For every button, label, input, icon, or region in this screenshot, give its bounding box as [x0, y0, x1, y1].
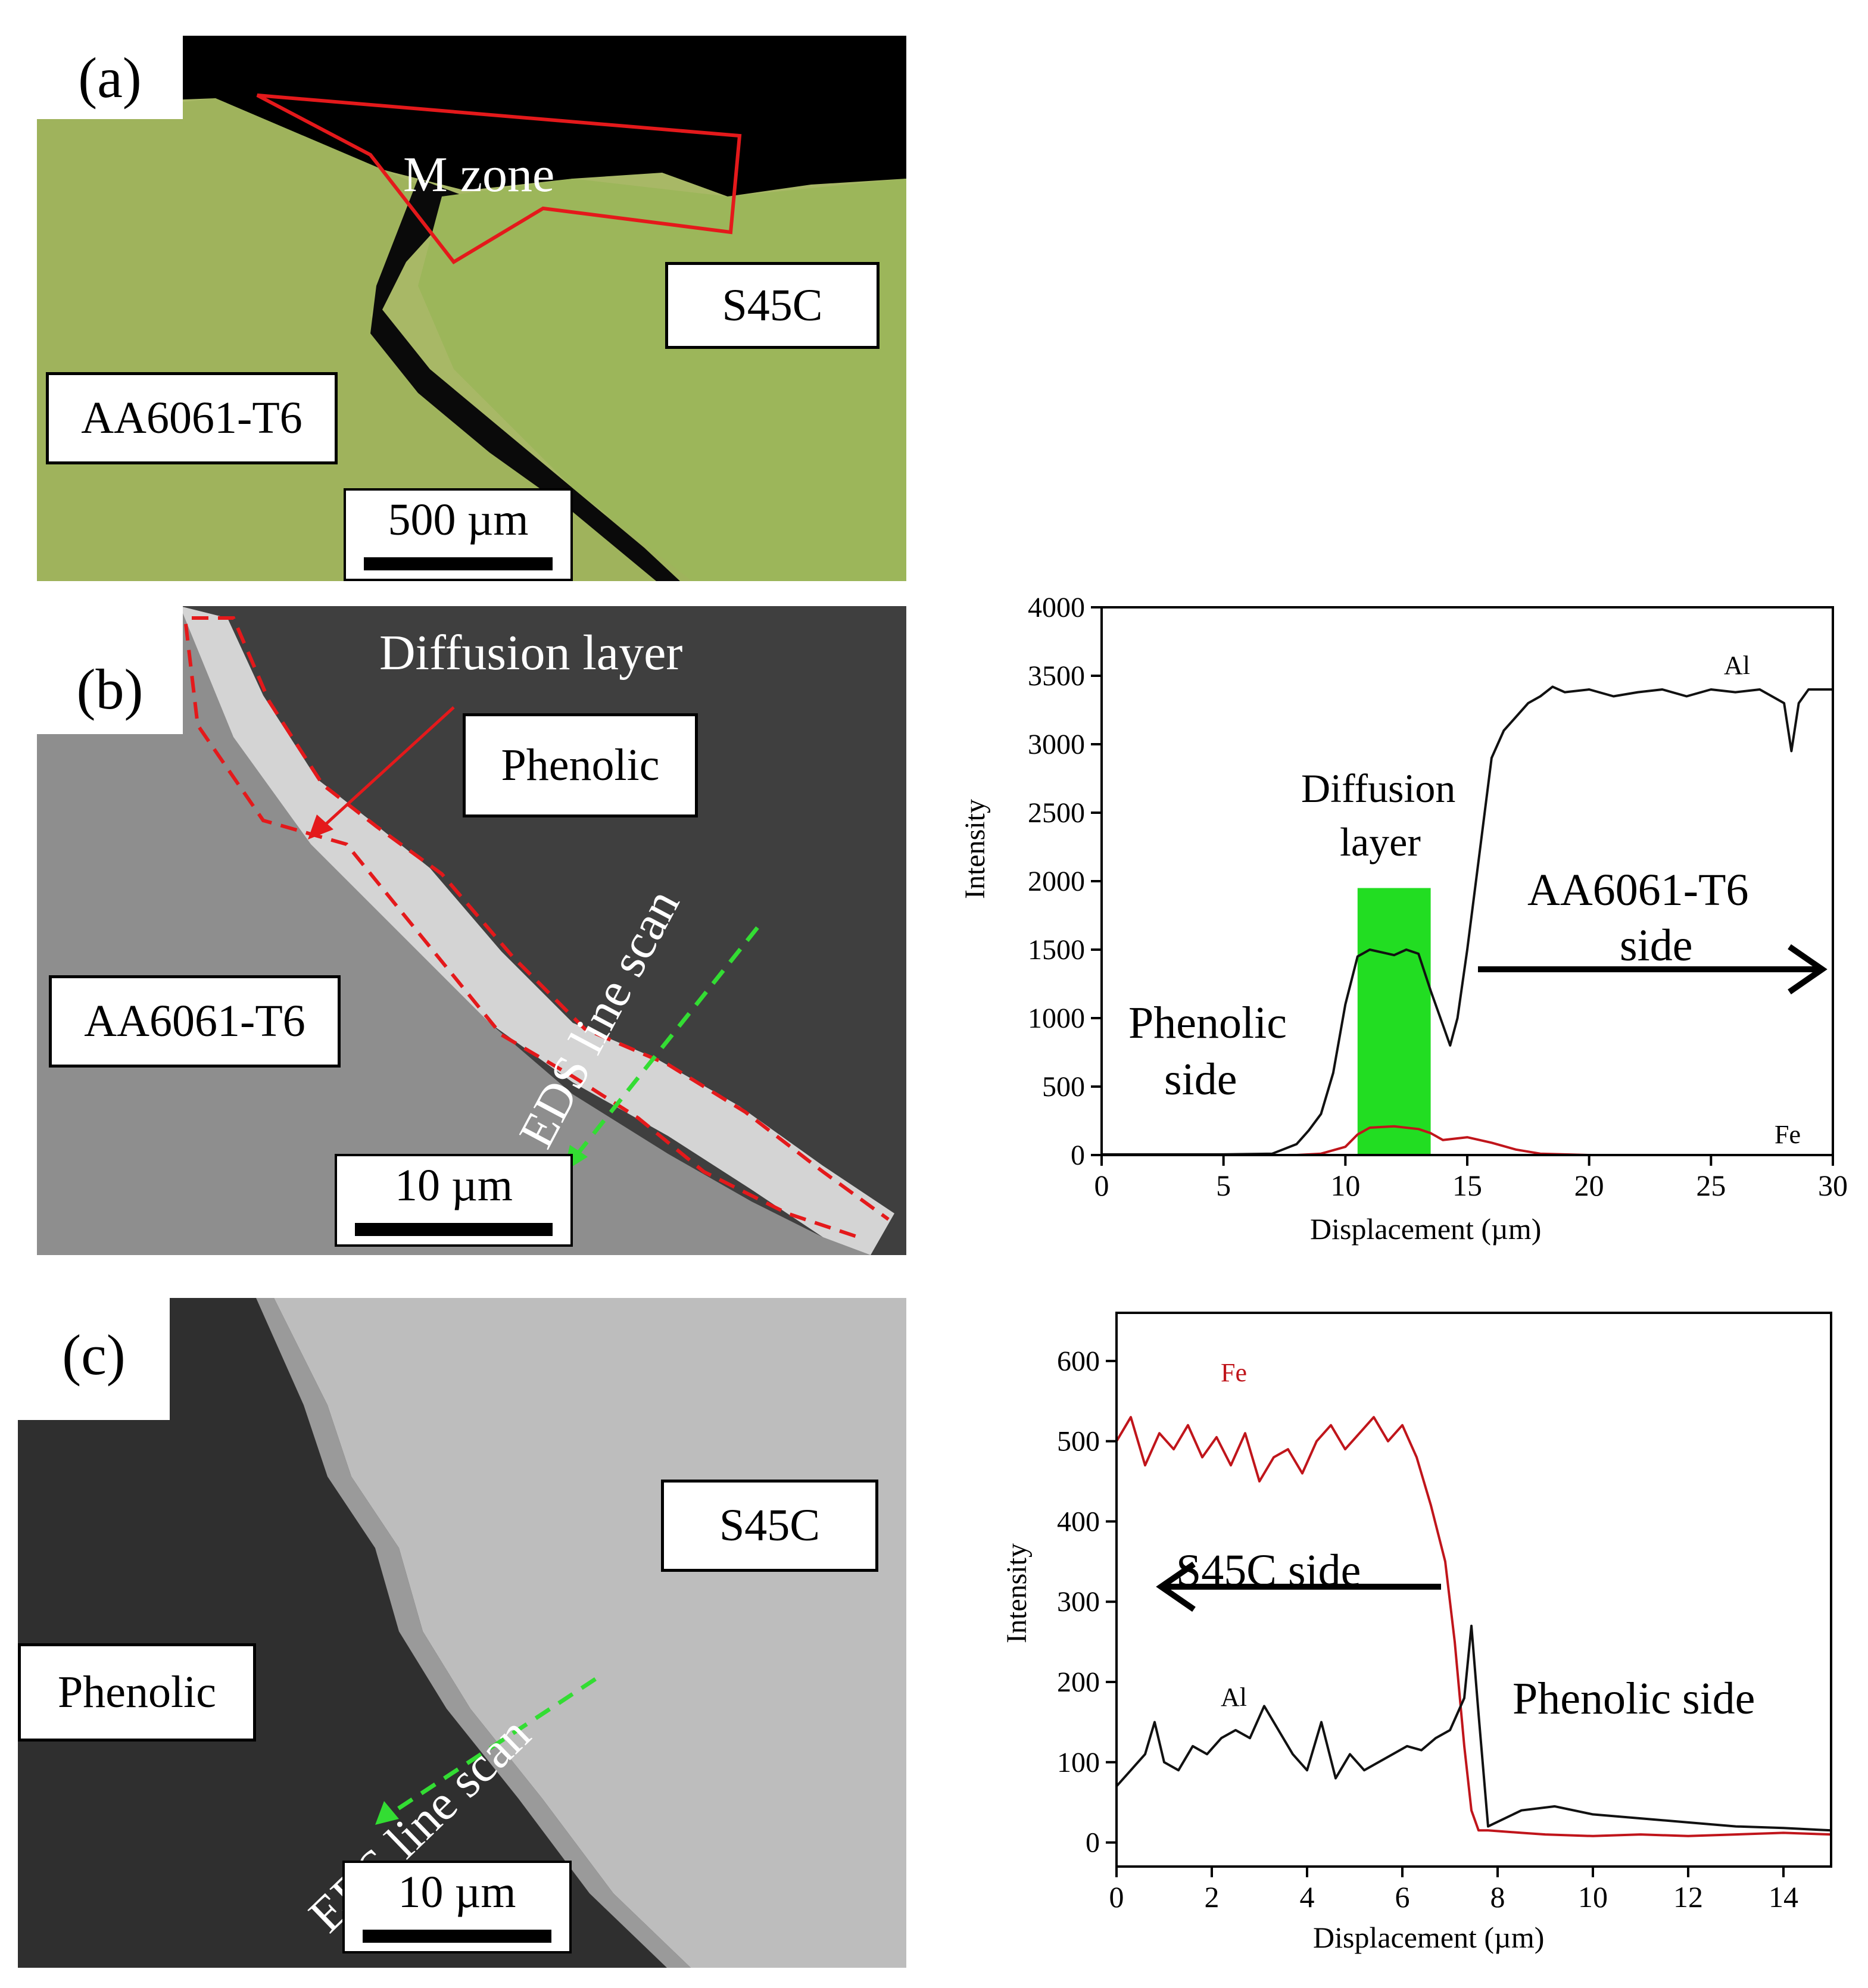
chart-c-series-al: [1115, 1624, 1832, 1832]
m-zone-label: M zone: [403, 147, 555, 202]
chart-c-ytick-label-3: 300: [1057, 1586, 1100, 1618]
eds-chart-c: 0 2 4 6 8 10 12 14 0 100 200 300 400 500 600 Intensity…: [965, 1298, 1868, 1959]
annot-aa6061-2: side: [1620, 920, 1693, 970]
xlabel-c: Displacement (µm): [1313, 1921, 1545, 1954]
chart-c-xtick-label-4: 8: [1490, 1880, 1505, 1914]
chart-b-xtick-label-2: 10: [1330, 1169, 1360, 1202]
m-zone-outline: [256, 93, 742, 264]
ylabel-b: Intensity: [959, 799, 991, 899]
series-label-fe-b: Fe: [1775, 1120, 1801, 1149]
scale-bar-c-label: 10 µm: [398, 1867, 516, 1917]
eds-chart-b-plot: 0 5 10 15 20 25 30 0 500 1000 1500 2000 2500 3000 3500…: [1028, 592, 1848, 1202]
chart-b-ytick-label-7: 3500: [1028, 660, 1085, 692]
chart-c-ytick-label-6: 600: [1057, 1346, 1100, 1377]
chart-c-xtick-label-7: 14: [1769, 1880, 1798, 1914]
chart-c-ytick-label-4: 400: [1057, 1506, 1100, 1537]
scale-bar-c: 10 µm: [342, 1861, 572, 1953]
chart-b-ytick-label-4: 2000: [1028, 866, 1085, 897]
diffusion-outline-upper: [192, 616, 890, 1221]
annot-diffusion-1: Diffusion: [1301, 766, 1456, 811]
chart-c-xtick-label-2: 4: [1300, 1880, 1315, 1914]
annot-diffusion-2: layer: [1340, 819, 1421, 865]
micrograph-c: (c) S45C Phenolic EDS line scan 10 µm: [18, 1298, 906, 1968]
annot-aa6061-1: AA6061-T6: [1527, 865, 1749, 915]
annot-phenolic-c: Phenolic side: [1513, 1674, 1755, 1724]
aa6061-side-arrowhead: [1788, 944, 1828, 995]
s45c-side-arrowhead: [1156, 1561, 1196, 1612]
micrograph-b: (b) Diffusion layer Phenolic AA6061-T6 E…: [37, 606, 906, 1255]
chart-b-ytick-label-8: 4000: [1028, 592, 1085, 623]
chart-b-ytick-label-5: 2500: [1028, 797, 1085, 829]
chart-c-xtick-label-1: 2: [1205, 1880, 1220, 1914]
plot-frame-c: [1115, 1312, 1832, 1868]
scale-bar-b: 10 µm: [335, 1154, 573, 1247]
eds-scan-arrow-b: [571, 926, 759, 1162]
chart-b-ytick-label-3: 1500: [1028, 934, 1085, 966]
panel-letter-c: (c): [18, 1298, 170, 1420]
eds-chart-c-plot: 0 2 4 6 8 10 12 14 0 100 200 300 400 500 600: [1057, 1312, 1832, 1914]
chart-c-xtick-label-5: 10: [1578, 1880, 1608, 1914]
label-aa6061-b: AA6061-T6: [49, 975, 341, 1068]
chart-b-xtick-label-4: 20: [1574, 1169, 1604, 1202]
chart-c-ytick-label-5: 500: [1057, 1426, 1100, 1458]
scale-bar-b-label: 10 µm: [395, 1160, 513, 1210]
panel-letter-b: (b): [37, 606, 183, 734]
micrograph-a: (a) M zone S45C AA6061-T6 500 µm: [37, 36, 906, 581]
chart-b-xtick-label-1: 5: [1216, 1169, 1231, 1202]
scale-bar-a: 500 µm: [344, 488, 573, 581]
chart-c-series-fe: [1115, 1416, 1832, 1837]
ylabel-c: Intensity: [1001, 1543, 1033, 1643]
plot-frame-b: [1100, 606, 1834, 1156]
annot-phenolic-1: Phenolic: [1128, 998, 1287, 1048]
scale-bar-a-line: [364, 557, 553, 570]
diffusion-outline-lower: [184, 623, 859, 1239]
chart-b-xtick-label-3: 15: [1452, 1169, 1482, 1202]
chart-c-ytick-label-2: 200: [1057, 1666, 1100, 1698]
chart-b-xtick-label-5: 25: [1696, 1169, 1726, 1202]
chart-c-ytick-label-1: 100: [1057, 1747, 1100, 1778]
eds-scan-arrow-c: [386, 1677, 597, 1818]
label-s45c-c: S45C: [661, 1480, 878, 1572]
chart-c-ytick-label-0: 0: [1086, 1827, 1100, 1859]
chart-b-ytick-label-0: 0: [1071, 1140, 1085, 1171]
series-label-al-c: Al: [1221, 1683, 1247, 1712]
chart-b-ytick-label-2: 1000: [1028, 1003, 1085, 1034]
annot-s45c: S45C side: [1176, 1546, 1361, 1596]
chart-b-series-fe: [1102, 1125, 1833, 1156]
scale-bar-b-line: [355, 1223, 553, 1236]
diffusion-layer-highlight: [1357, 888, 1431, 1155]
scale-bar-c-line: [363, 1930, 551, 1943]
chart-c-xtick-label-3: 6: [1395, 1880, 1410, 1914]
label-s45c-a: S45C: [665, 262, 880, 349]
chart-c-xtick-label-6: 12: [1673, 1880, 1703, 1914]
panel-letter-a: (a): [37, 36, 183, 119]
xlabel-b: Displacement (µm): [1310, 1212, 1542, 1246]
chart-b-series-al: [1102, 685, 1833, 1156]
diffusion-pointer-arrow: [316, 706, 455, 834]
chart-b-xtick-label-0: 0: [1094, 1169, 1109, 1202]
chart-b-ytick-label-6: 3000: [1028, 729, 1085, 760]
chart-c-xtick-label-0: 0: [1109, 1880, 1124, 1914]
eds-chart-b: 0 5 10 15 20 25 30 0 500 1000 1500 2000 2500 3000 3500…: [929, 589, 1868, 1262]
label-phenolic-b: Phenolic: [463, 713, 698, 817]
label-phenolic-c: Phenolic: [18, 1643, 256, 1742]
series-label-fe-c: Fe: [1221, 1358, 1247, 1387]
diffusion-layer-label-b: Diffusion layer: [379, 625, 683, 681]
series-label-al-b: Al: [1724, 651, 1750, 680]
scale-bar-a-label: 500 µm: [388, 495, 529, 545]
annot-phenolic-2: side: [1164, 1054, 1237, 1104]
chart-b-xtick-label-6: 30: [1818, 1169, 1848, 1202]
chart-b-ytick-label-1: 500: [1042, 1071, 1085, 1103]
micrograph-c-image: [18, 1298, 906, 1968]
label-aa6061-a: AA6061-T6: [46, 372, 338, 464]
